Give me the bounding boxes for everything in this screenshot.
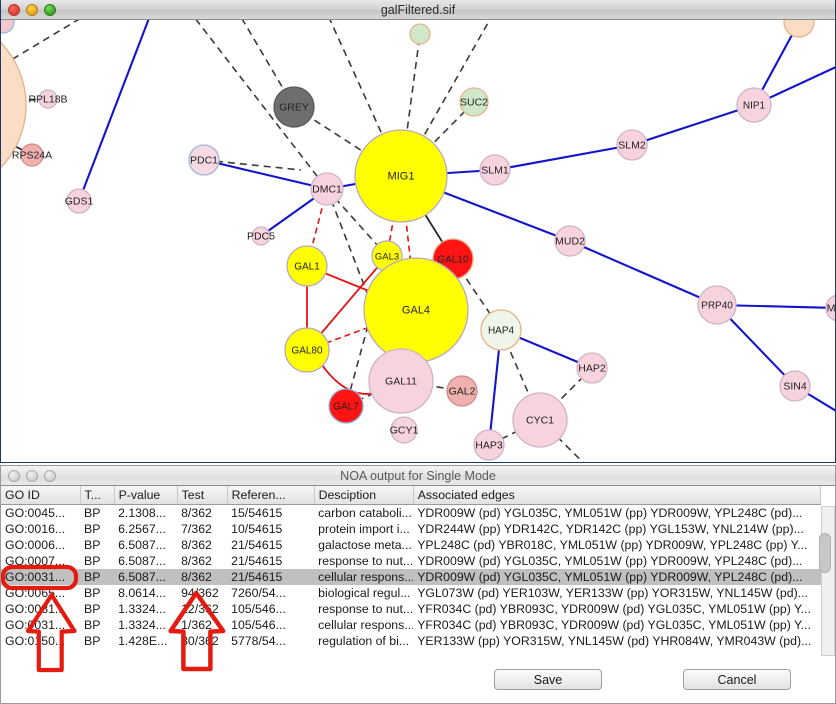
svg-text:RPS24A: RPS24A bbox=[12, 150, 52, 162]
svg-text:MIG1: MIG1 bbox=[388, 171, 415, 183]
svg-text:PRP40: PRP40 bbox=[701, 301, 733, 312]
svg-text:PDC1: PDC1 bbox=[190, 155, 218, 167]
svg-text:RPL18B: RPL18B bbox=[28, 94, 67, 106]
svg-text:SIN4: SIN4 bbox=[783, 381, 807, 393]
svg-text:GAL1: GAL1 bbox=[294, 262, 320, 273]
svg-text:GAL4: GAL4 bbox=[402, 305, 430, 317]
svg-text:SUC2: SUC2 bbox=[460, 97, 488, 109]
svg-text:HAP2: HAP2 bbox=[578, 363, 606, 375]
svg-text:MSI1: MSI1 bbox=[827, 303, 835, 315]
svg-text:GCY1: GCY1 bbox=[390, 425, 419, 437]
svg-text:MUD2: MUD2 bbox=[555, 236, 585, 248]
svg-text:GAL2: GAL2 bbox=[449, 386, 476, 398]
svg-text:GAL80: GAL80 bbox=[291, 346, 323, 357]
svg-text:HAP4: HAP4 bbox=[488, 326, 515, 337]
svg-text:HAP3: HAP3 bbox=[475, 440, 503, 452]
svg-text:GREY: GREY bbox=[279, 102, 309, 114]
svg-text:GAL3: GAL3 bbox=[375, 252, 399, 263]
svg-text:GAL7: GAL7 bbox=[333, 402, 359, 413]
svg-text:SLM2: SLM2 bbox=[618, 140, 646, 152]
svg-text:GAL10: GAL10 bbox=[437, 255, 469, 266]
svg-text:NIP1: NIP1 bbox=[743, 101, 766, 112]
svg-text:DMC1: DMC1 bbox=[312, 184, 342, 196]
svg-text:GDS1: GDS1 bbox=[65, 196, 94, 208]
svg-text:GAL11: GAL11 bbox=[385, 376, 417, 388]
svg-text:PDC5: PDC5 bbox=[247, 231, 275, 243]
svg-text:SLM1: SLM1 bbox=[481, 165, 509, 177]
svg-text:CYC1: CYC1 bbox=[526, 415, 554, 427]
